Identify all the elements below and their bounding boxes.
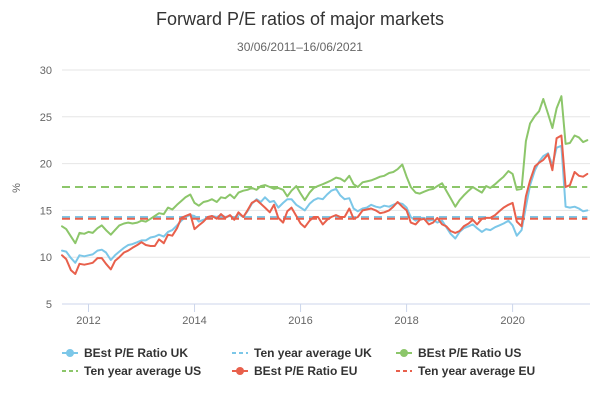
legend-item-best-p-e-ratio-uk[interactable]: BEst P/E Ratio UK — [62, 346, 188, 360]
y-tick-label: 10 — [40, 252, 52, 264]
x-axis: 2012 2014 2016 2018 2020 — [62, 303, 590, 327]
chart-subtitle: 30/06/2011–16/06/2021 — [237, 40, 363, 54]
x-tick-label: 2018 — [394, 315, 418, 327]
y-tick-label: 30 — [40, 65, 52, 77]
y-axis-label: % — [11, 183, 23, 193]
legend-label: Ten year average EU — [418, 364, 535, 378]
chart-title: Forward P/E ratios of major markets — [156, 9, 444, 29]
legend-marker — [400, 349, 408, 357]
legend-label: Ten year average UK — [254, 346, 372, 360]
x-tick-label: 2012 — [76, 315, 100, 327]
legend-label: BEst P/E Ratio EU — [254, 364, 357, 378]
series-line-best-p-e-ratio-us — [61, 95, 589, 245]
legend-item-ten-year-average-us[interactable]: Ten year average US — [62, 364, 201, 378]
y-tick-label: 20 — [40, 159, 52, 171]
legend-marker — [236, 367, 244, 375]
y-tick-label: 5 — [46, 299, 52, 311]
legend-marker — [66, 349, 74, 357]
plot-area — [61, 95, 589, 275]
series-line-best-p-e-ratio-uk — [61, 144, 589, 264]
series-line-best-p-e-ratio-eu — [61, 134, 589, 275]
legend-item-ten-year-average-uk[interactable]: Ten year average UK — [232, 346, 372, 360]
legend-label: BEst P/E Ratio UK — [84, 346, 188, 360]
legend[interactable]: BEst P/E Ratio UK Ten year average UK BEst… — [62, 346, 535, 378]
legend-item-best-p-e-ratio-us[interactable]: BEst P/E Ratio US — [396, 346, 521, 360]
legend-label: BEst P/E Ratio US — [418, 346, 521, 360]
x-tick-label: 2020 — [500, 315, 524, 327]
legend-item-ten-year-average-eu[interactable]: Ten year average EU — [396, 364, 535, 378]
x-tick-label: 2016 — [288, 315, 312, 327]
y-tick-label: 15 — [40, 205, 52, 217]
x-tick-label: 2014 — [182, 315, 206, 327]
y-tick-label: 25 — [40, 112, 52, 124]
legend-label: Ten year average US — [84, 364, 201, 378]
legend-item-best-p-e-ratio-eu[interactable]: BEst P/E Ratio EU — [232, 364, 357, 378]
y-axis-ticks: 5 10 15 20 25 30 — [40, 65, 52, 311]
